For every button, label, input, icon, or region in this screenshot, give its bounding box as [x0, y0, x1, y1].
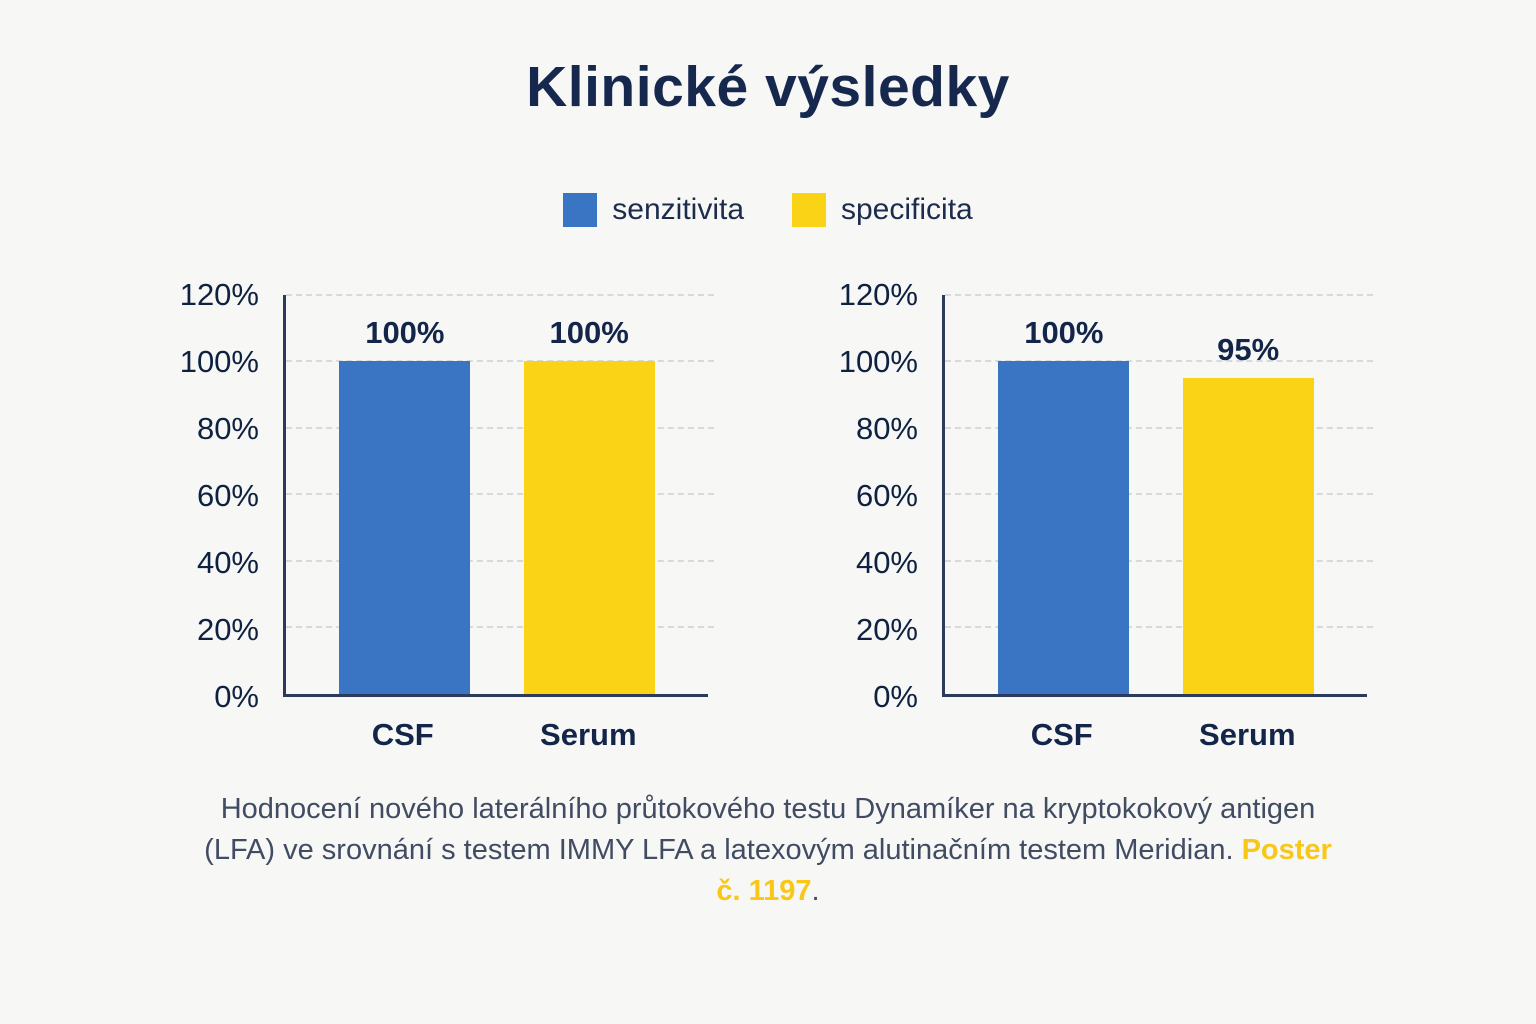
- gridline: [286, 493, 714, 496]
- charts-row: 0% 20% 40% 60% 80% 100% 120% 100% 100% CSF Serum…: [0, 277, 1536, 753]
- gridlines: [945, 293, 1373, 694]
- x-axis-labels: CSF Serum: [942, 697, 1367, 753]
- x-axis-category-label: CSF: [371, 716, 434, 752]
- y-axis-tick-label: 40%: [196, 544, 259, 580]
- y-axis-tick-label: 120%: [838, 276, 918, 312]
- x-axis-category-label: Serum: [1199, 716, 1296, 752]
- y-axis-tick-label: 60%: [855, 477, 918, 513]
- bar-group-serum: 95%: [1182, 295, 1314, 694]
- slide: Klinické výsledky senzitivita specificit…: [0, 54, 1536, 1024]
- legend-swatch-blue-icon: [563, 192, 598, 227]
- gridline: [286, 559, 714, 562]
- gridline: [945, 293, 1373, 296]
- x-axis-category-label: Serum: [540, 716, 637, 752]
- bar-value-label: 95%: [1217, 331, 1280, 367]
- bar-specificita-serum: [1182, 377, 1314, 694]
- y-axis-tick-label: 20%: [855, 611, 918, 647]
- gridline: [286, 293, 714, 296]
- caption: Hodnocení nového laterálního průtokového…: [193, 789, 1343, 913]
- y-axis-tick-labels: 0% 20% 40% 60% 80% 100% 120%: [828, 277, 918, 714]
- plot-area: 100% 100%: [283, 293, 714, 697]
- bar-group-csf: 100%: [998, 295, 1130, 694]
- y-axis-tick-label: 80%: [855, 410, 918, 446]
- legend-item-senzitivita: senzitivita: [563, 192, 744, 227]
- bar-value-label: 100%: [549, 315, 629, 351]
- bar-senzitivita-csf: [998, 361, 1130, 694]
- y-axis-tick-label: 80%: [196, 410, 259, 446]
- y-axis-tick-labels: 0% 20% 40% 60% 80% 100% 120%: [169, 277, 259, 714]
- gridline: [945, 626, 1373, 629]
- y-axis-tick-label: 100%: [179, 343, 259, 379]
- y-axis-tick-label: 100%: [838, 343, 918, 379]
- gridline: [945, 559, 1373, 562]
- legend: senzitivita specificita: [0, 192, 1536, 227]
- legend-label: senzitivita: [612, 192, 744, 226]
- gridline: [945, 360, 1373, 363]
- plot-area: 100% 95%: [942, 293, 1373, 697]
- y-axis-tick-label: 0%: [214, 678, 259, 714]
- bar-group-csf: 100%: [339, 295, 471, 694]
- x-axis-category-label: CSF: [1030, 716, 1093, 752]
- bar-value-label: 100%: [1024, 315, 1104, 351]
- gridline: [286, 626, 714, 629]
- y-axis-tick-label: 60%: [196, 477, 259, 513]
- page-title: Klinické výsledky: [526, 55, 1010, 119]
- bar-group-serum: 100%: [523, 295, 655, 694]
- caption-suffix: .: [811, 875, 820, 908]
- caption-text: Hodnocení nového laterálního průtokového…: [204, 792, 1316, 866]
- y-axis-tick-label: 120%: [179, 276, 259, 312]
- x-axis-labels: CSF Serum: [283, 697, 708, 753]
- bar-senzitivita-csf: [339, 361, 471, 694]
- bars: 100% 100%: [286, 295, 708, 694]
- gridline: [286, 360, 714, 363]
- y-axis-tick-label: 0%: [873, 678, 918, 714]
- gridline: [945, 493, 1373, 496]
- y-axis-tick-label: 20%: [196, 611, 259, 647]
- gridline: [945, 426, 1373, 429]
- bar-value-label: 100%: [365, 315, 445, 351]
- legend-swatch-yellow-icon: [792, 192, 826, 227]
- chart-body: 0% 20% 40% 60% 80% 100% 120% 100% 100%: [169, 277, 714, 714]
- chart-body: 0% 20% 40% 60% 80% 100% 120% 100% 95%: [828, 277, 1373, 714]
- chart-right: 0% 20% 40% 60% 80% 100% 120% 100% 95% CSF Serum: [828, 277, 1373, 753]
- chart-left: 0% 20% 40% 60% 80% 100% 120% 100% 100% CSF Serum: [169, 277, 714, 753]
- legend-item-specificita: specificita: [792, 192, 973, 227]
- legend-label: specificita: [841, 192, 973, 226]
- y-axis-tick-label: 40%: [855, 544, 918, 580]
- bars: 100% 95%: [945, 295, 1367, 694]
- gridline: [286, 426, 714, 429]
- bar-specificita-serum: [523, 361, 655, 694]
- poster-number-highlight: Poster č. 1197: [716, 833, 1332, 908]
- gridlines: [286, 293, 714, 694]
